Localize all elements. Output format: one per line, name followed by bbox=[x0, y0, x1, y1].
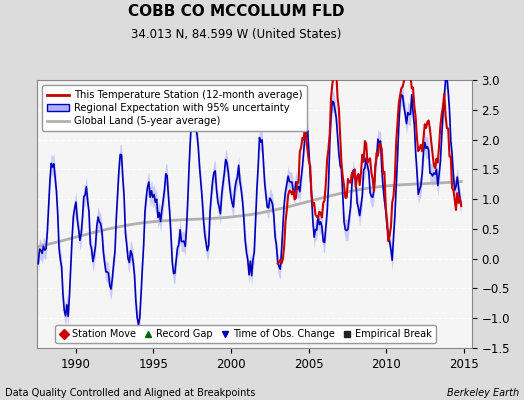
Text: Berkeley Earth: Berkeley Earth bbox=[446, 388, 519, 398]
Text: Data Quality Controlled and Aligned at Breakpoints: Data Quality Controlled and Aligned at B… bbox=[5, 388, 256, 398]
Text: 34.013 N, 84.599 W (United States): 34.013 N, 84.599 W (United States) bbox=[130, 28, 341, 41]
Legend: Station Move, Record Gap, Time of Obs. Change, Empirical Break: Station Move, Record Gap, Time of Obs. C… bbox=[55, 325, 436, 343]
Text: COBB CO MCCOLLUM FLD: COBB CO MCCOLLUM FLD bbox=[127, 4, 344, 19]
